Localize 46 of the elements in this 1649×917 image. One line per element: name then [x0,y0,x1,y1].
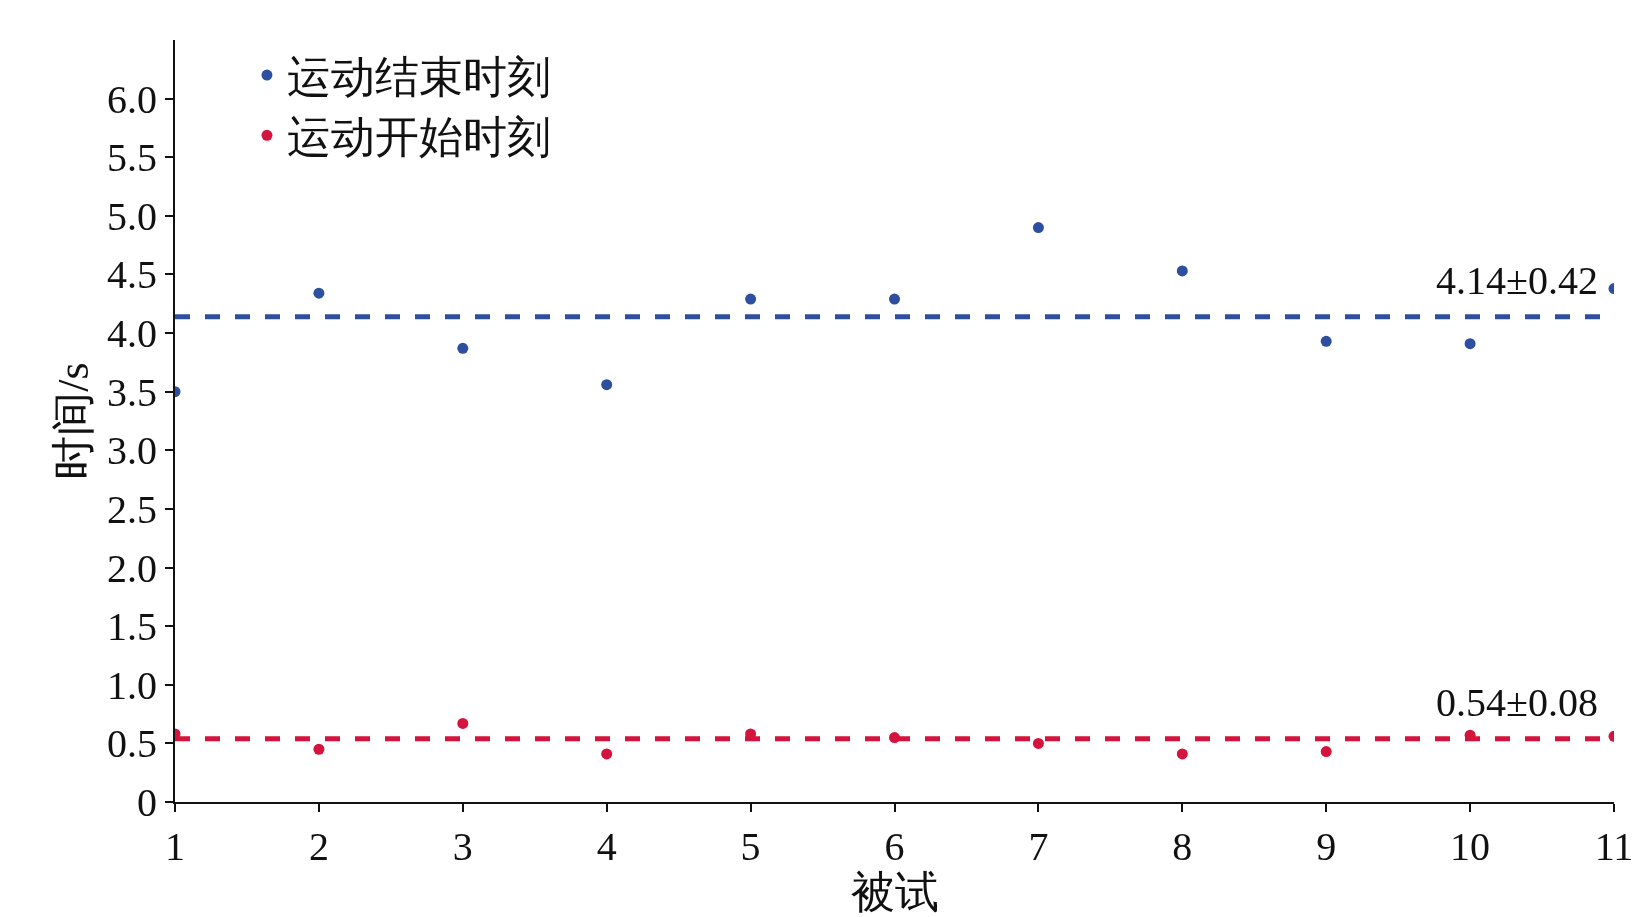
x-tick-label: 3 [452,824,473,869]
x-axis-title: 被试 [850,868,939,917]
point [601,748,613,760]
x-tick-label: 7 [1028,824,1049,869]
y-tick-label: 5.5 [107,135,157,181]
point [1464,338,1476,350]
point [1320,746,1332,758]
y-tick-label: 6.0 [107,76,157,122]
point [1320,335,1332,347]
x-tick-label: 9 [1316,824,1337,869]
x-tick-label: 5 [740,824,761,869]
point [1032,222,1044,234]
y-tick-label: 0 [137,780,157,825]
legend-label: 运动开始时刻 [286,113,551,163]
y-tick-label: 5.0 [107,193,157,239]
y-tick-label: 2.5 [107,486,157,532]
ref-line-label: 4.14±0.42 [1436,258,1598,303]
x-tick-label: 4 [596,824,617,869]
x-tick-label: 11 [1594,824,1634,869]
legend-label: 运动结束时刻 [286,53,551,103]
point [457,717,469,729]
x-tick-label: 1 [165,824,185,869]
y-tick-label: 1.5 [107,604,157,650]
y-tick-label: 2.0 [107,545,157,591]
point [1032,737,1044,749]
point [1176,748,1188,760]
point [889,732,900,744]
point [601,379,613,391]
y-tick-label: 3.5 [107,369,157,415]
point [313,287,325,299]
point [1176,265,1188,277]
y-tick-label: 3.0 [107,428,157,474]
y-tick-label: 1.0 [107,662,157,708]
y-tick-label: 4.0 [107,311,157,357]
y-tick-label: 0.5 [107,721,157,767]
x-tick-label: 6 [884,824,905,869]
point [457,342,469,354]
point [313,743,325,755]
x-tick-label: 10 [1450,824,1491,869]
point [889,293,900,305]
y-axis-title: 时间/s [48,362,98,480]
point [745,293,757,305]
ref-line-label: 0.54±0.08 [1436,680,1598,725]
x-tick-label: 8 [1172,824,1193,869]
x-tick-label: 2 [308,824,329,869]
y-tick-label: 4.5 [107,252,157,298]
